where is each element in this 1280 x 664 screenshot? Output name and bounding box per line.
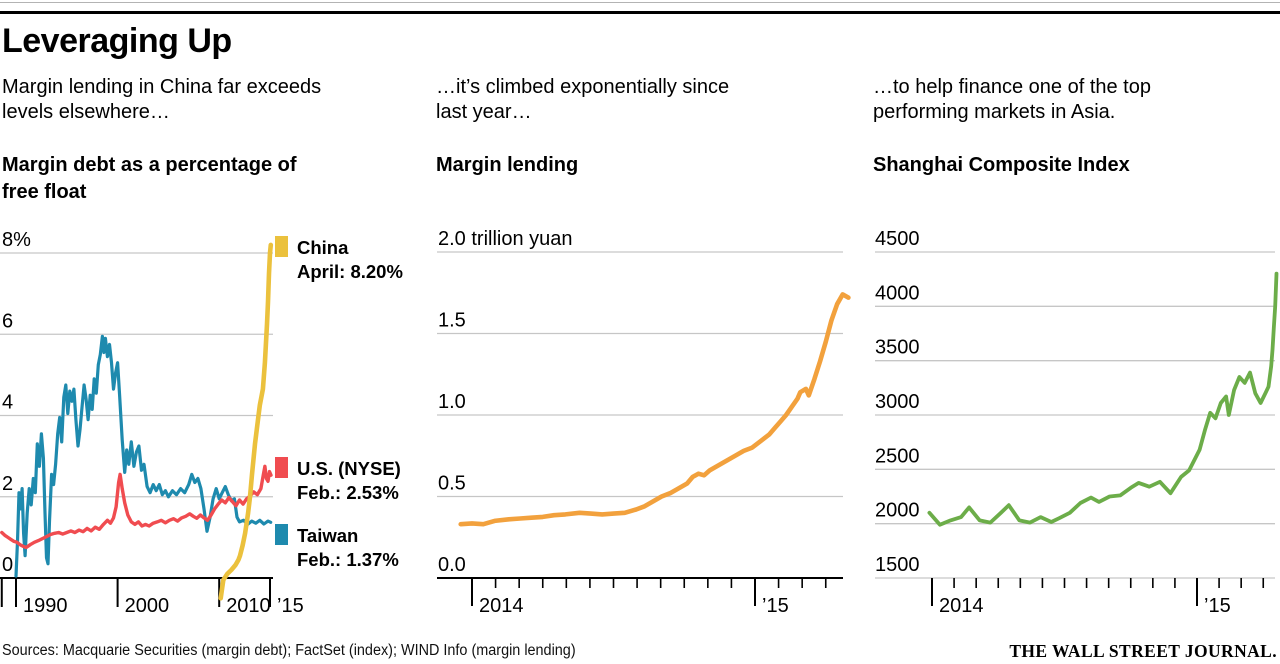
china-swatch [275,236,288,257]
svg-text:2014: 2014 [479,595,524,617]
us-name: U.S. (NYSE) [297,458,401,479]
shanghai-index-chart: 4500 4000 3500 3000 2500 2000 1500 2014 ’15 [860,220,1280,635]
china-latest-value: April: 8.20% [297,261,403,282]
svg-text:2.0 trillion yuan: 2.0 trillion yuan [438,228,573,250]
chart-title-shanghai: Shanghai Composite Index [873,154,1130,176]
svg-text:2014: 2014 [939,595,984,617]
svg-text:2000: 2000 [875,500,920,522]
subtitle-margin-debt: Margin lending in China far exceeds leve… [2,76,322,123]
subtitle-margin-lending: …it’s climbed exponentially since last y… [436,76,730,123]
legend-us-label: U.S. (NYSE) Feb.: 2.53% [297,457,401,505]
sources-note: Sources: Macquarie Securities (margin de… [2,642,576,659]
shanghai-index-chart-canvas: 4500 4000 3500 3000 2500 2000 1500 2014 ’15 [875,228,1279,617]
chart-title-margin-debt: Margin debt as a percentage of free floa… [2,154,297,203]
margin-debt-chart: 8% 6 4 2 0 1990 2000 2010 ’15 [0,220,430,635]
legend-item-taiwan: Taiwan Feb.: 1.37% [275,524,399,572]
svg-text:4: 4 [2,392,13,414]
chart-title-margin-lending: Margin lending [436,154,579,176]
svg-text:2010: 2010 [226,595,271,617]
legend-taiwan-label: Taiwan Feb.: 1.37% [297,524,399,572]
taiwan-latest-value: Feb.: 1.37% [297,549,399,570]
legend-item-china: China April: 8.20% [275,236,403,284]
svg-text:3500: 3500 [875,337,920,359]
svg-text:1990: 1990 [23,595,68,617]
us-swatch [275,457,288,478]
svg-text:1.5: 1.5 [438,310,466,332]
svg-text:6: 6 [2,310,13,332]
margin-debt-chart-canvas: 8% 6 4 2 0 1990 2000 2010 ’15 [0,229,304,617]
svg-text:1500: 1500 [875,554,920,576]
svg-text:2: 2 [2,473,13,495]
legend-china-label: China April: 8.20% [297,236,403,284]
svg-text:8%: 8% [2,229,31,251]
margin-lending-chart-canvas: 2.0 trillion yuan 1.5 1.0 0.5 0.0 2014 ’15 [437,228,851,617]
svg-text:’15: ’15 [277,595,304,617]
svg-text:4500: 4500 [875,228,920,250]
taiwan-name: Taiwan [297,525,359,546]
svg-text:’15: ’15 [1204,595,1231,617]
top-hairline [0,2,1280,3]
svg-text:2500: 2500 [875,445,920,467]
svg-text:0.5: 0.5 [438,473,466,495]
legend-item-us: U.S. (NYSE) Feb.: 2.53% [275,457,401,505]
margin-lending-chart: 2.0 trillion yuan 1.5 1.0 0.5 0.0 2014 ’15 [430,220,860,635]
page-title: Leveraging Up [2,22,232,60]
svg-text:1.0: 1.0 [438,391,466,413]
svg-text:2000: 2000 [125,595,170,617]
us-latest-value: Feb.: 2.53% [297,482,399,503]
svg-text:4000: 4000 [875,282,920,304]
top-rule [0,11,1280,14]
svg-text:0: 0 [2,554,13,576]
wsj-masthead: THE WALL STREET JOURNAL. [1009,641,1277,661]
svg-text:0.0: 0.0 [438,554,466,576]
china-name: China [297,237,349,258]
taiwan-swatch [275,524,288,545]
subtitle-shanghai: …to help finance one of the top performi… [873,76,1151,123]
svg-text:3000: 3000 [875,391,920,413]
svg-text:’15: ’15 [762,595,789,617]
